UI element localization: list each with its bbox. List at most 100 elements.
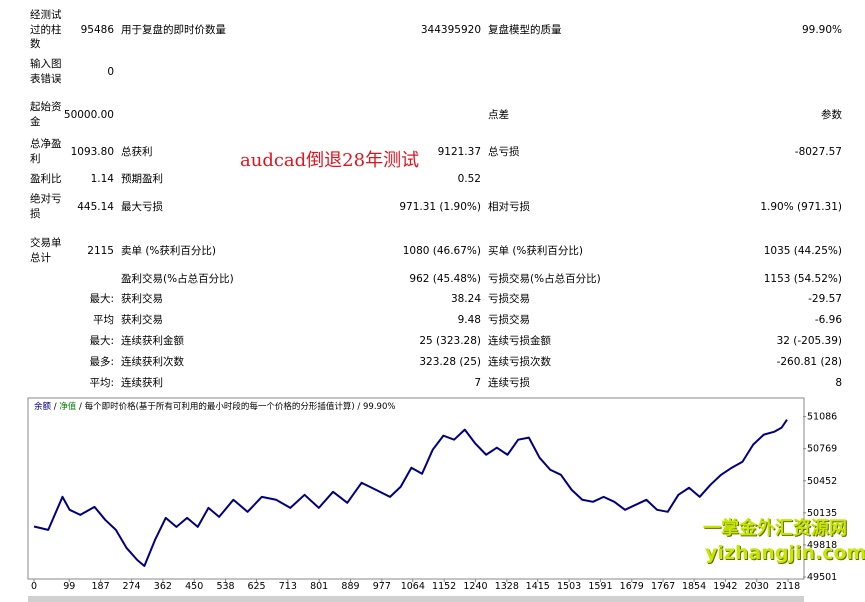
- report-value: 25 (323.28): [419, 334, 481, 347]
- x-tick-label: 713: [279, 581, 297, 592]
- y-tick-label: 49818: [807, 540, 837, 551]
- report-value: 参数: [821, 108, 842, 121]
- separator: /: [51, 402, 59, 412]
- watermark-name: 一掌金外汇资源网: [703, 518, 847, 539]
- report-row: 输入图表错误 0: [0, 58, 865, 86]
- balance-line: [33, 419, 788, 567]
- y-tick-label: 51086: [807, 412, 837, 423]
- y-tick-label: 49501: [807, 572, 837, 583]
- x-tick-label: 362: [154, 581, 172, 592]
- x-tick-label: 1679: [620, 581, 644, 592]
- report-value: 1153 (54.52%): [763, 272, 842, 285]
- header-item: 每个即时价格(基于所有可利用的最小时段的每一个价格的分形插值计算): [85, 401, 355, 412]
- report-label: 起始资金: [30, 101, 62, 128]
- x-tick-label: 1942: [713, 581, 737, 592]
- y-tick-label: 50769: [807, 444, 837, 455]
- report-label: 总亏损: [488, 145, 520, 158]
- x-tick-label: 1064: [401, 581, 425, 592]
- report-label: 盈利交易(%占总百分比): [121, 272, 234, 285]
- report-label: 获利交易: [121, 292, 163, 305]
- report-label: 最大亏损: [121, 200, 163, 213]
- x-tick-label: 889: [341, 581, 359, 592]
- x-tick-label: 1152: [432, 581, 456, 592]
- report-row: 盈利比 1.14 预期盈利 0.52: [0, 170, 865, 188]
- report-value: -8027.57: [794, 145, 842, 158]
- report-value: 9121.37: [437, 145, 481, 158]
- report-label: 连续亏损: [488, 376, 530, 389]
- report-value: 0: [107, 65, 114, 78]
- report-label: 最大:: [89, 334, 114, 347]
- y-tick-label: 50135: [807, 508, 837, 519]
- report-value: -29.57: [808, 292, 842, 305]
- report-row: 最多: 连续获利次数 323.28 (25) 连续亏损次数 -260.81 (28): [0, 353, 865, 371]
- report-label: 总净盈利: [30, 138, 62, 165]
- separator: /: [76, 402, 84, 412]
- report-label: 连续获利金额: [121, 334, 184, 347]
- report-label: 预期盈利: [121, 172, 163, 185]
- report-row: 最大: 连续获利金额 25 (323.28) 连续亏损金额 32 (-205.39): [0, 332, 865, 350]
- report-value: 7: [474, 376, 481, 389]
- report-value: 2115: [87, 244, 114, 257]
- header-item: 99.90%: [363, 402, 395, 412]
- report-value: 323.28 (25): [419, 355, 481, 368]
- report-label: 盈利比: [30, 172, 62, 185]
- report-value: -6.96: [814, 313, 842, 326]
- report-label: 亏损交易(%占总百分比): [488, 272, 601, 285]
- report-label: 绝对亏损: [30, 193, 62, 220]
- x-tick-label: 1767: [651, 581, 675, 592]
- report-value: 1.90% (971.31): [760, 200, 842, 213]
- chart-header: 余额 / 净值 / 每个即时价格(基于所有可利用的最小时段的每一个价格的分形插值…: [34, 401, 395, 412]
- report-row: 平均: 连续获利 7 连续亏损 8: [0, 374, 865, 392]
- report-value: 0.52: [457, 172, 481, 185]
- x-tick-label: 450: [185, 581, 203, 592]
- report-value: 9.48: [457, 313, 481, 326]
- x-tick-label: 977: [373, 581, 391, 592]
- report-value: 32 (-205.39): [776, 334, 842, 347]
- report-label: 相对亏损: [488, 200, 530, 213]
- report-row: 经测试过的柱数 95486 用于复盘的即时价数量 344395920 复盘模型的质量 99…: [0, 6, 865, 54]
- watermark-url: yizhangjin.com: [705, 542, 865, 564]
- x-tick-label: 1503: [557, 581, 581, 592]
- report-label: 最多:: [89, 355, 114, 368]
- report-row: 盈利交易(%占总百分比) 962 (45.48%) 亏损交易(%占总百分比) 1153…: [0, 270, 865, 288]
- x-tick-label: 1328: [495, 581, 519, 592]
- report-label: 输入图表错误: [30, 58, 62, 85]
- report-value: 445.14: [77, 200, 114, 213]
- report-label: 复盘模型的质量: [488, 23, 562, 36]
- x-tick-label: 1854: [682, 581, 706, 592]
- x-tick-label: 625: [247, 581, 265, 592]
- report-label: 亏损交易: [488, 313, 530, 326]
- report-label: 连续亏损金额: [488, 334, 551, 347]
- report-row: 交易单总计 2115 卖单 (%获利百分比) 1080 (46.67%) 买单 (%获利…: [0, 236, 865, 266]
- report-value: 1080 (46.67%): [402, 244, 481, 257]
- report-label: 用于复盘的即时价数量: [121, 23, 226, 36]
- report-label: 获利交易: [121, 313, 163, 326]
- overlay-title: audcad倒退28年测试: [240, 150, 420, 171]
- report-row: 绝对亏损 445.14 最大亏损 971.31 (1.90%) 相对亏损 1.90% (9…: [0, 192, 865, 222]
- report-value: 971.31 (1.90%): [399, 200, 481, 213]
- scrollbar: [28, 596, 804, 602]
- x-tick-label: 2118: [776, 581, 800, 592]
- x-tick-label: 1591: [588, 581, 612, 592]
- y-tick-label: 50452: [807, 476, 837, 487]
- x-tick-label: 801: [310, 581, 328, 592]
- report-value: 50000.00: [63, 108, 114, 121]
- chart-frame: [27, 397, 805, 580]
- report-row: 总净盈利 1093.80 总获利 9121.37 总亏损 -8027.57: [0, 137, 865, 167]
- x-tick-label: 99: [63, 581, 75, 592]
- report-label: 卖单 (%获利百分比): [121, 244, 217, 257]
- report-label: 亏损交易: [488, 292, 530, 305]
- report-label: 连续获利: [121, 376, 163, 389]
- x-tick-label: 0: [31, 581, 37, 592]
- x-tick-label: 187: [92, 581, 110, 592]
- report-label: 总获利: [121, 145, 153, 158]
- report-value: 1093.80: [70, 145, 114, 158]
- report-row: 平均 获利交易 9.48 亏损交易 -6.96: [0, 311, 865, 329]
- report-value: 1.14: [90, 172, 114, 185]
- x-tick-label: 538: [216, 581, 234, 592]
- report-row: 最大: 获利交易 38.24 亏损交易 -29.57: [0, 290, 865, 308]
- x-tick-label: 274: [122, 581, 140, 592]
- report-value: 95486: [80, 23, 114, 36]
- report-value: 1035 (44.25%): [763, 244, 842, 257]
